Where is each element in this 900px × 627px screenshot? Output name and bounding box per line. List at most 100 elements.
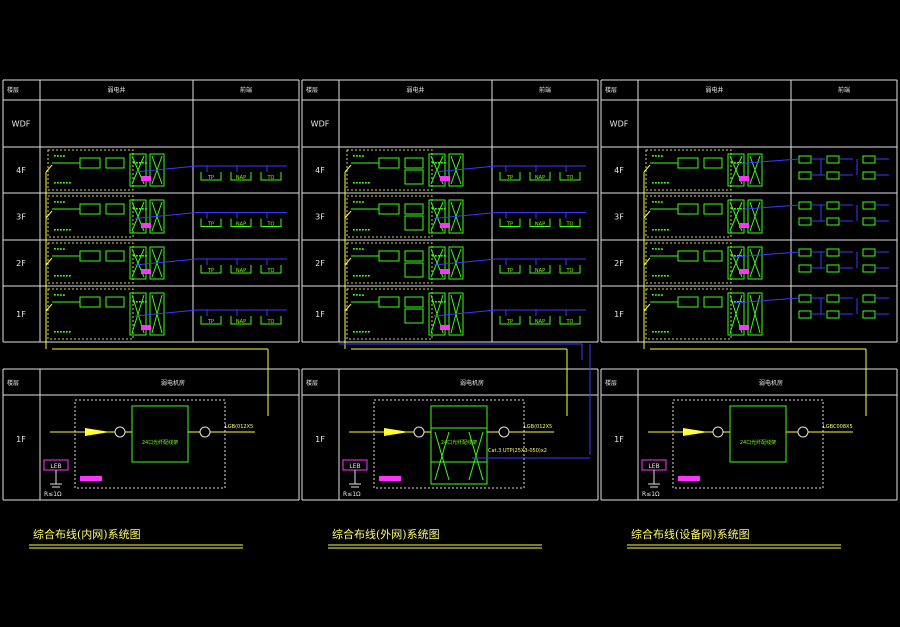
- patch-panel-box: [79, 203, 101, 215]
- device-outlet: [862, 248, 876, 257]
- label-mark: [57, 331, 59, 333]
- wire-line: [732, 297, 800, 304]
- label-mark: [139, 208, 141, 210]
- patch-panel-box: [79, 157, 101, 169]
- terminal-outlets: TP NAP TO: [433, 309, 586, 325]
- label-mark: [356, 229, 358, 231]
- label-mark: [133, 301, 135, 303]
- label-mark: [661, 201, 663, 203]
- label-mark: [667, 229, 669, 231]
- device-outlet: [862, 201, 876, 210]
- floor-distribution-frame: [346, 242, 464, 284]
- patch-panel-box: [404, 250, 424, 262]
- fiber-marker: [739, 223, 749, 228]
- label-mark: [359, 248, 361, 250]
- wire-line: [134, 309, 198, 317]
- floor-distribution-frame: [645, 242, 763, 284]
- device-outlet: [826, 201, 840, 210]
- terminal-outlets: TP NAP TO: [433, 212, 586, 228]
- ground-resistance: R≤1Ω: [44, 491, 62, 498]
- label-mark: [652, 248, 654, 250]
- fiber-marker: [141, 223, 151, 228]
- label-mark: [362, 275, 364, 277]
- floor-label: 3F: [614, 213, 624, 222]
- label-mark: [145, 301, 147, 303]
- outlet-symbol: [529, 218, 551, 227]
- frame-dashed-border: [346, 195, 433, 238]
- label-mark: [362, 201, 364, 203]
- label-mark: [655, 294, 657, 296]
- patch-panel-box: [703, 157, 723, 169]
- label-mark: [139, 255, 141, 257]
- device-outlet: [826, 155, 840, 164]
- floor-label: WDF: [12, 120, 31, 129]
- label-mark: [359, 155, 361, 157]
- label-mark: [652, 275, 654, 277]
- label-mark: [359, 201, 361, 203]
- machine-floor-header: 楼层: [7, 379, 19, 387]
- machine-room-title: 弱电机房: [460, 379, 484, 387]
- label-mark: [142, 255, 144, 257]
- label-mark: [362, 155, 364, 157]
- patch-panel-box: [703, 250, 723, 262]
- floor-label: 2F: [16, 259, 26, 268]
- label-mark: [362, 182, 364, 184]
- label-mark: [661, 248, 663, 250]
- patch-panel-box: [404, 157, 424, 169]
- label-mark: [57, 294, 59, 296]
- device-outlet: [826, 264, 840, 273]
- label-mark: [444, 301, 446, 303]
- label-mark: [139, 162, 141, 164]
- label-mark: [438, 255, 440, 257]
- floor-distribution-frame: [645, 195, 763, 238]
- label-mark: [142, 208, 144, 210]
- outlet-symbol: [559, 218, 581, 227]
- outlet-symbol: [559, 265, 581, 274]
- label-mark: [441, 208, 443, 210]
- label-mark: [356, 331, 358, 333]
- outlet-label: NAP: [236, 222, 246, 228]
- label-mark: [740, 162, 742, 164]
- switch-box: [428, 199, 446, 234]
- label-mark: [737, 162, 739, 164]
- label-mark: [658, 248, 660, 250]
- floor-distribution-frame: [47, 149, 165, 191]
- label-mark: [54, 201, 56, 203]
- label-mark: [661, 155, 663, 157]
- outlet-label: TO: [267, 222, 275, 228]
- frame-dashed-border: [645, 195, 732, 238]
- label-mark: [54, 155, 56, 157]
- machine-floor-header: 楼层: [306, 379, 318, 387]
- outlet-symbol: [200, 172, 222, 181]
- fiber-coupler: [413, 426, 425, 438]
- device-outlet: [862, 217, 876, 226]
- label-mark: [145, 255, 147, 257]
- equipment-rack-dashed: [373, 399, 525, 489]
- device-outlet: [798, 248, 812, 257]
- riser-grid: 楼层 弱电井 前端 WDF 4F 3F 2F 1F: [600, 79, 898, 343]
- patch-panel-box: [79, 250, 101, 262]
- label-mark: [60, 275, 62, 277]
- patch-panel-box: [448, 246, 464, 280]
- label-mark: [365, 331, 367, 333]
- label-mark: [356, 275, 358, 277]
- device-outlet: [798, 294, 812, 303]
- switch-box: [129, 246, 147, 280]
- copper-cable-label: Cat.3 UTP(25X3-050)x2: [488, 448, 547, 454]
- label-mark: [362, 229, 364, 231]
- switch-box: [129, 292, 147, 336]
- label-mark: [362, 248, 364, 250]
- label-mark: [359, 294, 361, 296]
- label-mark: [441, 162, 443, 164]
- label-mark: [60, 229, 62, 231]
- outlet-symbol: [230, 218, 252, 227]
- label-mark: [737, 208, 739, 210]
- label-mark: [658, 331, 660, 333]
- outlet-label: TP: [506, 319, 513, 325]
- label-mark: [664, 331, 666, 333]
- label-mark: [359, 331, 361, 333]
- patch-panel-box: [105, 203, 125, 215]
- floor-label: 4F: [16, 166, 26, 175]
- patch-panel-box: [448, 153, 464, 187]
